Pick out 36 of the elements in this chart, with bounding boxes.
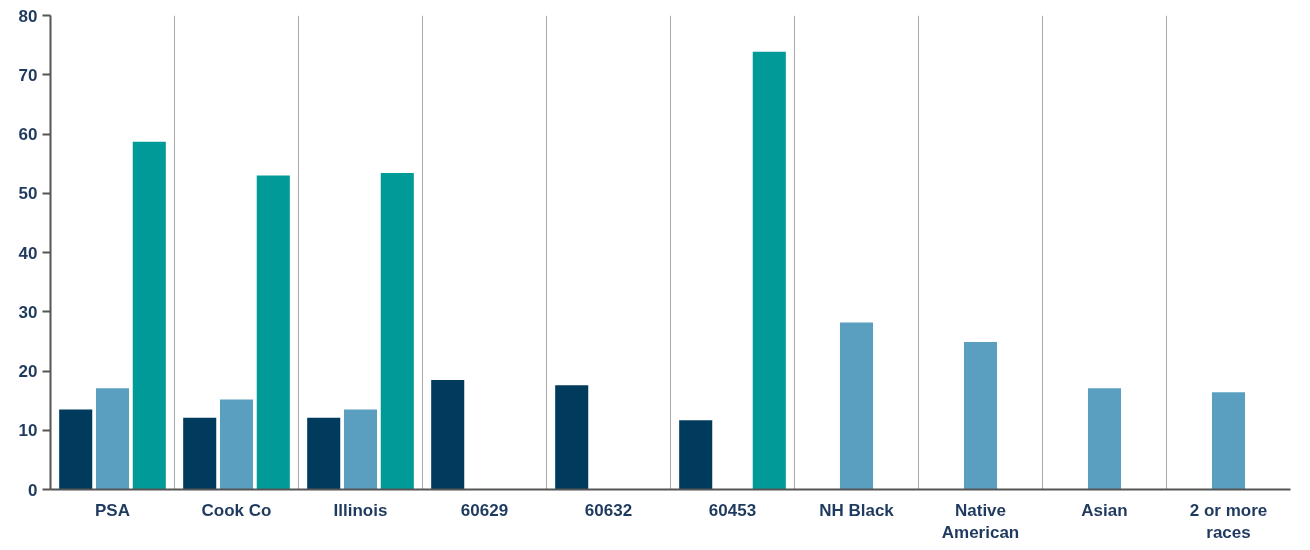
y-tick-label: 60 [18,125,38,144]
x-tick-label: 60453 [708,500,757,520]
x-tick-label: 60632 [584,500,633,520]
y-tick-label: 70 [18,65,38,85]
bar [555,385,589,490]
x-tick-label: 60629 [460,500,509,520]
y-tick-label: 80 [18,6,38,26]
bar [679,420,713,490]
x-tick-label: NH Black [819,500,895,520]
bar [963,341,998,490]
y-tick-label: 10 [18,421,38,441]
bar [59,409,93,490]
y-tick-label: 40 [18,243,38,263]
bar [183,417,217,490]
bar [307,417,341,490]
bar [343,409,378,490]
bar [752,51,786,490]
y-tick-label: 0 [28,480,38,500]
y-tick-label: 50 [18,184,38,204]
bar [1211,392,1246,490]
bar [380,173,414,490]
bar [132,141,166,490]
y-tick-label: 20 [18,362,38,381]
x-tick-label: Asian [1081,500,1128,520]
x-tick-label: Illinois [333,500,388,520]
y-tick-label: 30 [18,302,38,322]
bar [431,379,465,490]
x-tick-label: Cook Co [201,500,272,520]
bar [1087,388,1122,490]
x-tick-label: Native American [941,500,1020,543]
bar [219,399,254,490]
x-tick-label: PSA [95,500,130,520]
x-tick-label: 2 or more races [1189,500,1268,543]
bar [256,175,290,490]
bar [95,388,130,490]
bar [839,322,874,490]
